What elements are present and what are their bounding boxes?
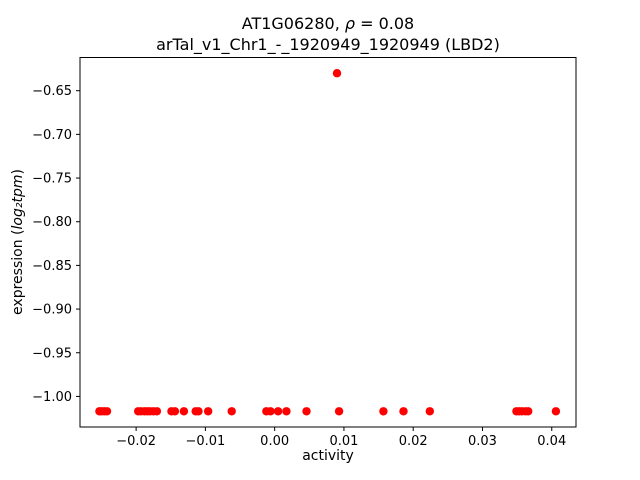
title-rho-symbol: ρ [344,14,356,33]
data-point [334,407,344,416]
data-point [266,407,275,416]
x-tick-label: 0.03 [468,434,497,449]
data-point [227,407,236,416]
x-tick-label: −0.02 [116,434,156,449]
data-point [332,69,342,78]
y-tick-label: −0.70 [32,128,72,143]
data-point [379,407,388,416]
y-tick-label: −0.90 [32,303,72,318]
title-rho-value: = 0.08 [355,14,415,33]
axes-frame [79,57,577,428]
data-point [203,407,213,416]
data-point [152,407,162,416]
x-tick-label: 0.00 [260,434,289,449]
data-point [425,407,435,416]
data-point [170,407,180,416]
chart-title: AT1G06280, ρ = 0.08 arTal_v1_Chr1_-_1920… [80,13,576,55]
x-axis-label: activity [302,448,354,464]
data-point [273,407,283,416]
chart-title-line2: arTal_v1_Chr1_-_1920949_1920949 (LBD2) [156,35,500,54]
chart-title-line1: AT1G06280, ρ = 0.08 [80,13,576,34]
x-tick-label: 0.02 [399,434,428,449]
x-tick-label: 0.04 [537,434,566,449]
y-tick-label: −0.65 [32,84,72,99]
x-tick-label: −0.01 [185,434,225,449]
y-tick-label: −0.95 [32,346,72,361]
y-tick-label: −0.85 [32,259,72,274]
data-point [179,407,189,416]
data-point [399,407,408,416]
data-point [302,407,311,416]
y-tick-label: −1.00 [32,390,72,405]
y-tick-label: −0.80 [32,215,72,230]
data-point [194,407,203,416]
data-point [102,407,112,416]
x-tick-label: 0.01 [329,434,358,449]
data-point [282,407,291,416]
title-gene-id: AT1G06280, [241,14,345,33]
y-tick-label: −0.75 [32,172,72,187]
data-point [524,407,533,416]
data-point [551,407,561,416]
